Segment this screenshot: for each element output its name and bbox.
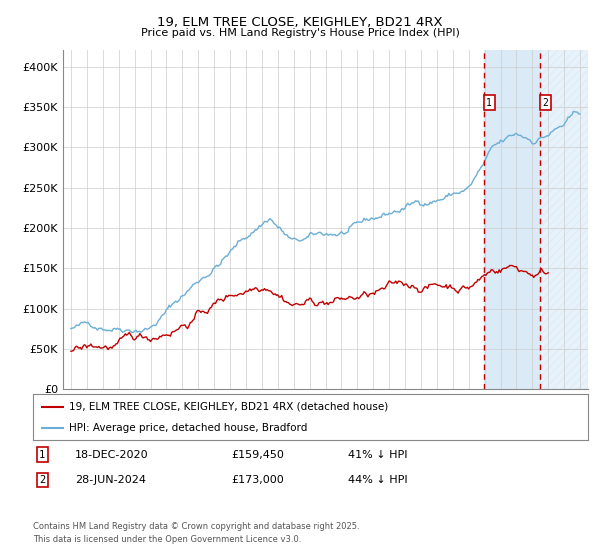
Text: 2: 2 — [542, 98, 548, 108]
Text: 18-DEC-2020: 18-DEC-2020 — [75, 450, 149, 460]
Text: £173,000: £173,000 — [231, 475, 284, 485]
Bar — [484, 50, 540, 389]
Text: £159,450: £159,450 — [231, 450, 284, 460]
Text: Contains HM Land Registry data © Crown copyright and database right 2025.
This d: Contains HM Land Registry data © Crown c… — [33, 522, 359, 544]
Text: 19, ELM TREE CLOSE, KEIGHLEY, BD21 4RX: 19, ELM TREE CLOSE, KEIGHLEY, BD21 4RX — [157, 16, 443, 29]
Text: 1: 1 — [487, 98, 492, 108]
Bar — [540, 50, 588, 389]
Text: 28-JUN-2024: 28-JUN-2024 — [75, 475, 146, 485]
Text: Price paid vs. HM Land Registry's House Price Index (HPI): Price paid vs. HM Land Registry's House … — [140, 28, 460, 38]
Text: 2: 2 — [39, 475, 45, 485]
Text: 1: 1 — [39, 450, 45, 460]
Text: HPI: Average price, detached house, Bradford: HPI: Average price, detached house, Brad… — [69, 423, 307, 433]
Text: 41% ↓ HPI: 41% ↓ HPI — [348, 450, 407, 460]
Text: 44% ↓ HPI: 44% ↓ HPI — [348, 475, 407, 485]
Text: 19, ELM TREE CLOSE, KEIGHLEY, BD21 4RX (detached house): 19, ELM TREE CLOSE, KEIGHLEY, BD21 4RX (… — [69, 402, 388, 412]
